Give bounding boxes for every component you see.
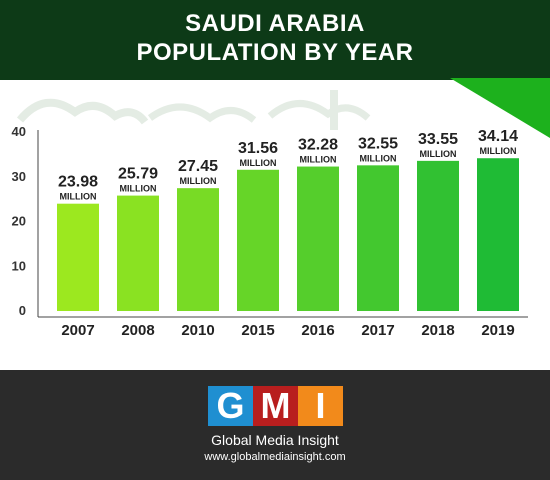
x-tick-label: 2015 — [241, 322, 274, 339]
data-label-unit: MILLION — [240, 158, 277, 168]
data-label-unit: MILLION — [300, 155, 337, 165]
x-tick-label: 2010 — [181, 322, 214, 339]
brand-name: Global Media Insight — [211, 432, 339, 448]
x-tick-label: 2017 — [361, 322, 394, 339]
website-link[interactable]: www.globalmediainsight.com — [204, 451, 346, 463]
chart-header: SAUDI ARABIA POPULATION BY YEAR — [0, 0, 550, 80]
data-label: 27.45 — [178, 158, 218, 175]
flag-watermark — [16, 90, 371, 130]
footer: G M I Global Media Insight www.globalmed… — [0, 370, 550, 480]
gmi-logo: G M I — [208, 386, 343, 426]
data-label: 34.14 — [478, 128, 518, 145]
data-label-unit: MILLION — [180, 176, 217, 186]
y-tick-label: 0 — [19, 303, 26, 318]
y-tick-label: 30 — [12, 169, 26, 184]
data-label-unit: MILLION — [420, 149, 457, 159]
bar-2019 — [477, 158, 519, 311]
chart-title-line1: SAUDI ARABIA — [185, 10, 365, 37]
data-label: 33.55 — [418, 131, 458, 148]
data-label: 32.28 — [298, 137, 338, 154]
chart-title-line2: POPULATION BY YEAR — [136, 39, 414, 66]
bar-2008 — [117, 195, 159, 311]
bar-2010 — [177, 188, 219, 311]
y-tick-label: 20 — [12, 214, 26, 229]
x-tick-label: 2016 — [301, 322, 334, 339]
bar-2018 — [417, 160, 459, 311]
x-tick-label: 2018 — [421, 322, 454, 339]
data-label: 23.98 — [58, 174, 98, 191]
chart-area: 0 10 20 30 40 23.98 MILLION 2007 25.79 MILLION 200… — [0, 80, 550, 370]
data-label-unit: MILLION — [120, 184, 157, 194]
x-tick-label: 2008 — [121, 322, 154, 339]
bar-2015 — [237, 169, 279, 311]
data-label: 25.79 — [118, 166, 158, 183]
y-tick-label: 10 — [12, 258, 26, 273]
data-label-unit: MILLION — [60, 192, 97, 202]
x-tick-label: 2007 — [61, 322, 94, 339]
data-label-unit: MILLION — [480, 146, 517, 156]
bar-chart: 01020304023.98MILLION200725.79MILLION200… — [12, 124, 528, 339]
bar-2007 — [57, 203, 99, 311]
bar-2017 — [357, 165, 399, 311]
data-label-unit: MILLION — [360, 153, 397, 163]
data-label: 32.55 — [358, 135, 398, 152]
logo-letter-g: G — [208, 386, 253, 426]
y-tick-label: 40 — [12, 124, 26, 139]
data-label: 31.56 — [238, 140, 278, 157]
corner-accent — [450, 78, 550, 138]
x-tick-label: 2019 — [481, 322, 514, 339]
bar-2016 — [297, 166, 339, 311]
logo-letter-m: M — [253, 386, 298, 426]
logo-letter-i: I — [298, 386, 343, 426]
